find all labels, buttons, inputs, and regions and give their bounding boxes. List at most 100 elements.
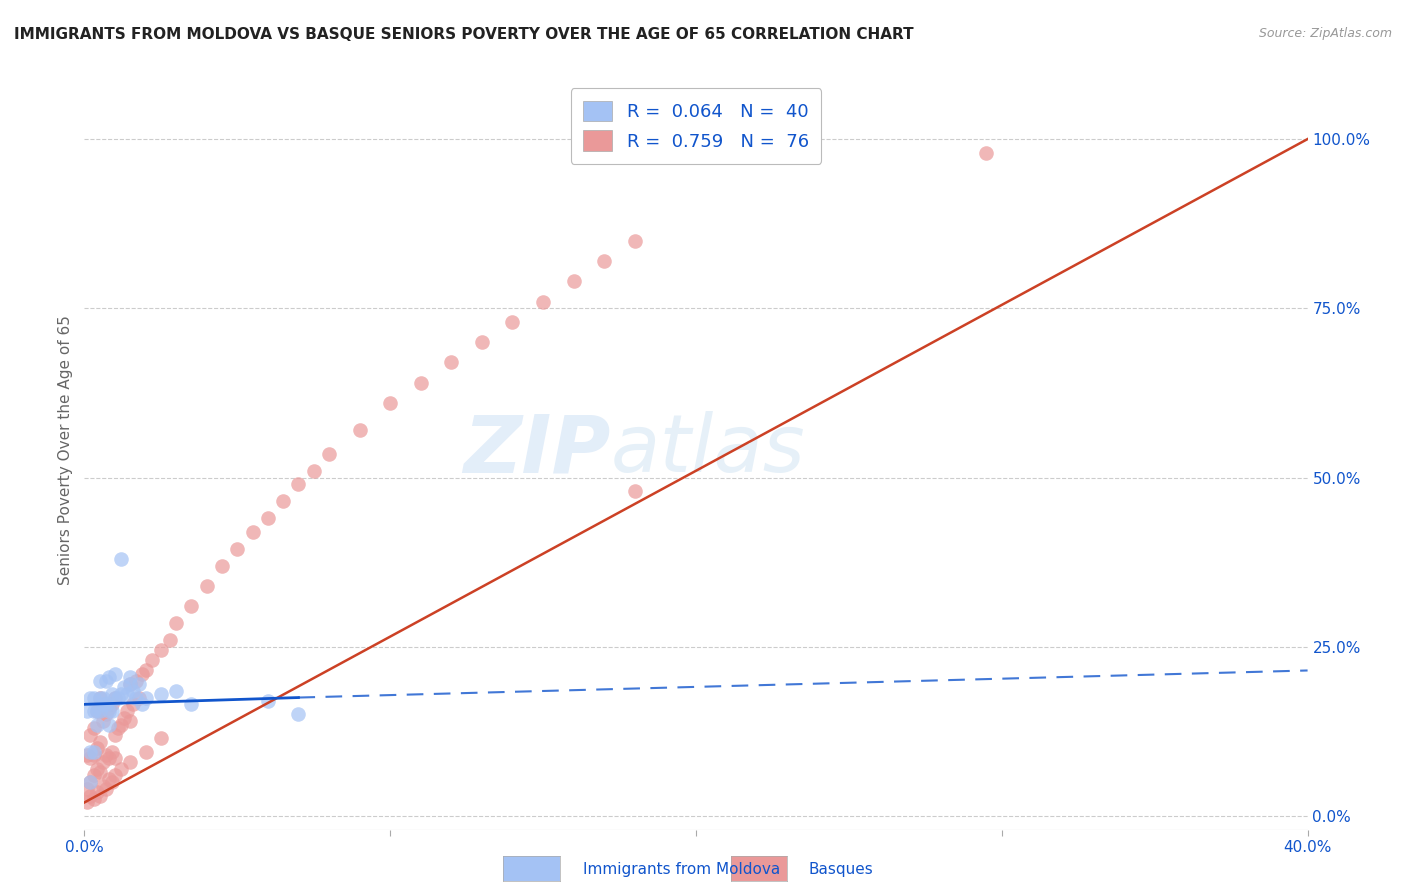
Text: IMMIGRANTS FROM MOLDOVA VS BASQUE SENIORS POVERTY OVER THE AGE OF 65 CORRELATION: IMMIGRANTS FROM MOLDOVA VS BASQUE SENIOR…	[14, 27, 914, 42]
Point	[89, 673, 111, 688]
Point	[195, 579, 218, 593]
Point	[91, 714, 114, 729]
Point	[165, 683, 187, 698]
Point	[110, 687, 132, 701]
Point	[120, 670, 142, 684]
Point	[83, 721, 105, 735]
Point	[104, 666, 127, 681]
Point	[287, 707, 309, 722]
Point	[104, 728, 127, 742]
Point	[120, 755, 142, 769]
Point	[94, 698, 117, 712]
Point	[112, 711, 135, 725]
Point	[180, 599, 202, 614]
Point	[302, 464, 325, 478]
Point	[159, 633, 181, 648]
Point	[97, 700, 120, 714]
Point	[125, 690, 148, 705]
Point	[131, 666, 153, 681]
Point	[86, 717, 108, 731]
Point	[135, 745, 157, 759]
Text: ZIP: ZIP	[463, 411, 610, 490]
Point	[79, 728, 101, 742]
Point	[86, 704, 108, 718]
Point	[89, 690, 111, 705]
Point	[94, 781, 117, 796]
Point	[125, 673, 148, 688]
Point	[89, 690, 111, 705]
Point	[149, 731, 172, 746]
Point	[89, 764, 111, 779]
Point	[122, 698, 145, 712]
Point	[86, 741, 108, 756]
Point	[257, 511, 280, 525]
Point	[101, 687, 124, 701]
Point	[165, 616, 187, 631]
Point	[115, 687, 138, 701]
Point	[97, 751, 120, 765]
Point	[110, 762, 132, 776]
Point	[409, 376, 432, 390]
Point	[440, 355, 463, 369]
Point	[135, 690, 157, 705]
Point	[86, 704, 108, 718]
Point	[593, 254, 616, 268]
Point	[94, 748, 117, 763]
Point	[110, 551, 132, 566]
Point	[83, 768, 105, 782]
Point	[76, 796, 98, 810]
Point	[226, 541, 249, 556]
Point	[531, 294, 554, 309]
Point	[94, 707, 117, 722]
Point	[86, 762, 108, 776]
Point	[89, 734, 111, 748]
Point	[101, 698, 124, 712]
Point	[94, 673, 117, 688]
Point	[104, 690, 127, 705]
Point	[131, 698, 153, 712]
Point	[79, 745, 101, 759]
Point	[122, 683, 145, 698]
Point	[91, 755, 114, 769]
Point	[257, 694, 280, 708]
Point	[101, 775, 124, 789]
Point	[83, 704, 105, 718]
Point	[180, 698, 202, 712]
Point	[79, 789, 101, 803]
Legend: R =  0.064   N =  40, R =  0.759   N =  76: R = 0.064 N = 40, R = 0.759 N = 76	[571, 88, 821, 164]
Y-axis label: Seniors Poverty Over the Age of 65: Seniors Poverty Over the Age of 65	[58, 316, 73, 585]
Point	[104, 751, 127, 765]
Point	[79, 775, 101, 789]
Point	[120, 714, 142, 729]
Point	[91, 698, 114, 712]
Point	[120, 677, 142, 691]
Text: atlas: atlas	[610, 411, 806, 490]
Point	[287, 477, 309, 491]
Point	[120, 677, 142, 691]
Point	[91, 690, 114, 705]
Point	[76, 748, 98, 763]
Point	[97, 704, 120, 718]
Point	[83, 745, 105, 759]
Point	[211, 558, 233, 573]
Point	[349, 423, 371, 437]
Point	[128, 690, 150, 705]
Point	[242, 524, 264, 539]
Point	[112, 681, 135, 695]
Point	[89, 704, 111, 718]
Point	[86, 785, 108, 799]
Point	[128, 677, 150, 691]
Point	[110, 717, 132, 731]
Point	[380, 396, 402, 410]
Point	[976, 145, 998, 160]
Point	[83, 690, 105, 705]
Point	[97, 772, 120, 786]
Point	[104, 768, 127, 782]
Point	[101, 704, 124, 718]
Point	[79, 751, 101, 765]
Text: Basques: Basques	[808, 863, 873, 877]
Point	[107, 690, 129, 705]
Point	[104, 690, 127, 705]
Point	[141, 653, 163, 667]
Point	[79, 775, 101, 789]
